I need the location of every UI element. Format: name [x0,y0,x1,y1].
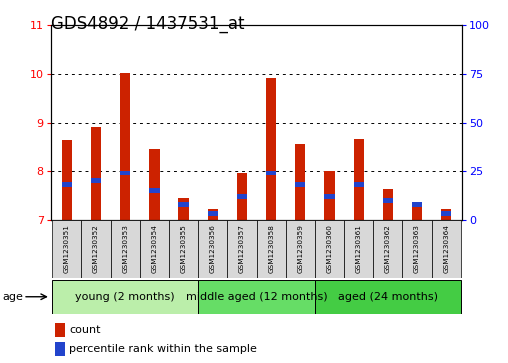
Text: GSM1230353: GSM1230353 [122,224,128,273]
Text: count: count [69,325,101,335]
Bar [178,202,188,207]
Bar [402,220,432,278]
Bar [62,139,72,220]
Bar [412,202,422,207]
Bar [295,182,305,187]
Bar [295,144,305,220]
Bar [237,194,247,199]
Bar [140,220,169,278]
Bar [91,178,101,183]
Bar [285,220,315,278]
Bar [120,73,131,220]
Text: GSM1230358: GSM1230358 [268,224,274,273]
Text: GSM1230356: GSM1230356 [210,224,216,273]
Bar [111,220,140,278]
Bar [354,139,364,220]
Text: percentile rank within the sample: percentile rank within the sample [69,344,257,354]
Bar [266,171,276,175]
Bar [149,188,160,193]
Bar [412,203,422,220]
Bar [55,342,65,356]
Text: aged (24 months): aged (24 months) [338,292,438,302]
Text: GDS4892 / 1437531_at: GDS4892 / 1437531_at [51,15,244,33]
Bar [62,182,72,187]
Bar [373,220,402,278]
Text: GSM1230364: GSM1230364 [443,224,449,273]
Bar [237,174,247,220]
Text: GSM1230359: GSM1230359 [297,224,303,273]
Bar [441,211,451,216]
Bar [52,220,81,278]
Text: GSM1230362: GSM1230362 [385,224,391,273]
Text: GSM1230357: GSM1230357 [239,224,245,273]
Bar [149,149,160,220]
Text: GSM1230361: GSM1230361 [356,224,362,273]
Text: GSM1230354: GSM1230354 [151,224,157,273]
Bar [198,220,228,278]
Bar [432,220,461,278]
Text: middle aged (12 months): middle aged (12 months) [186,292,327,302]
Bar [120,171,131,175]
Bar [208,209,218,220]
Bar [354,182,364,187]
Text: GSM1230351: GSM1230351 [64,224,70,273]
Bar [441,209,451,220]
Bar [257,220,285,278]
Bar [198,280,315,314]
Bar [228,220,257,278]
Bar [178,198,188,220]
Text: GSM1230363: GSM1230363 [414,224,420,273]
Bar [208,211,218,216]
Bar [169,220,198,278]
Text: GSM1230355: GSM1230355 [180,224,186,273]
Text: young (2 months): young (2 months) [75,292,175,302]
Bar [55,323,65,338]
Bar [383,189,393,220]
Bar [383,198,393,203]
Bar [91,127,101,220]
Bar [266,78,276,220]
Bar [315,280,461,314]
Bar [315,220,344,278]
Bar [81,220,111,278]
Bar [52,280,198,314]
Text: GSM1230360: GSM1230360 [327,224,333,273]
Text: GSM1230352: GSM1230352 [93,224,99,273]
Bar [325,171,335,220]
Bar [344,220,373,278]
Bar [325,194,335,199]
Text: age: age [3,292,23,302]
